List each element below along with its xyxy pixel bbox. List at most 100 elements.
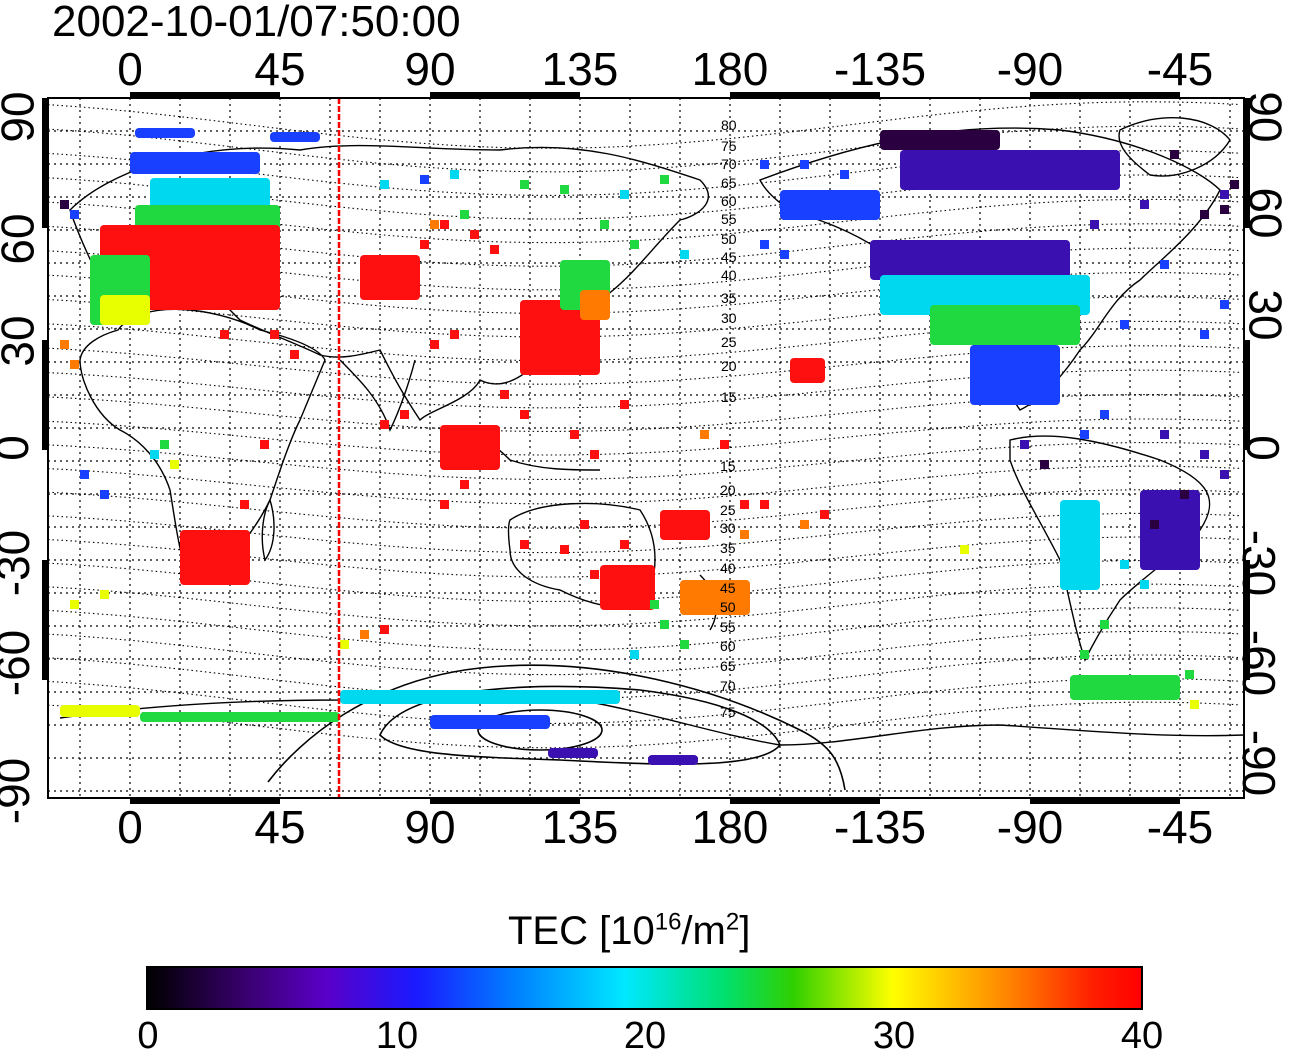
lon-label-top: -135 (833, 43, 927, 95)
magnetic-lat-label: 40 (720, 560, 736, 576)
tec-pixel (780, 250, 789, 259)
magnetic-lat-label: 70 (721, 156, 737, 172)
tec-region-new-zealand (680, 580, 750, 615)
tec-pixel (800, 520, 809, 529)
magnetic-latitude-line (48, 296, 1241, 338)
magnetic-latitude-line (48, 607, 1241, 651)
tec-pixel (800, 160, 809, 169)
tec-pixel (100, 490, 109, 499)
tec-pixel (460, 210, 469, 219)
magnetic-lat-label: 15 (721, 389, 737, 405)
tec-pixel (740, 530, 749, 539)
magnetic-contour-inner (477, 709, 603, 751)
tec-region-europe-west (100, 295, 150, 325)
magnetic-lat-label: 30 (721, 310, 737, 326)
magnetic-lat-label: 35 (721, 290, 737, 306)
tec-pixel (680, 250, 689, 259)
tec-pixel (170, 460, 179, 469)
tec-region-japan (580, 290, 610, 320)
tec-region-antarctica (430, 715, 550, 729)
tec-pixel (620, 190, 629, 199)
frame-tick-bar (42, 98, 48, 228)
tec-region-south-africa (180, 530, 250, 585)
frame-tick-bar (42, 560, 48, 680)
tec-pixel (450, 330, 459, 339)
tec-pixel (1190, 700, 1199, 709)
tec-pixel (960, 545, 969, 554)
tec-pixel (600, 220, 609, 229)
magnetic-lat-label: 25 (721, 334, 737, 350)
colorbar-tick: 0 (137, 1015, 159, 1057)
lon-label-bottom: -90 (996, 801, 1064, 853)
tec-pixel (660, 620, 669, 629)
tec-pixel (1140, 200, 1149, 209)
frame-tick-bar (1030, 798, 1180, 804)
tec-pixel (430, 340, 439, 349)
tec-region-borneo (440, 425, 500, 470)
magnetic-latitude-line (48, 418, 1241, 456)
colorbar-tick: 40 (1120, 1015, 1164, 1057)
tec-pixel (360, 630, 369, 639)
magnetic-latitude-line (48, 442, 1241, 480)
tec-pixel (470, 230, 479, 239)
tec-pixel (1100, 410, 1109, 419)
tec-pixel (620, 540, 629, 549)
coastline-south-america (1009, 435, 1211, 662)
tec-pixel (720, 440, 729, 449)
tec-pixel (490, 245, 499, 254)
magnetic-latitude-line (48, 369, 1241, 409)
magnetic-lat-label: 55 (721, 211, 737, 227)
tec-pixel (660, 175, 669, 184)
lon-label-top: 135 (541, 43, 619, 95)
magnetic-lat-label: 50 (720, 599, 736, 615)
magnetic-lat-label: 70 (720, 678, 736, 694)
magnetic-lat-label: 45 (721, 249, 737, 265)
tec-pixel (820, 510, 829, 519)
magnetic-lat-label: 75 (720, 704, 736, 720)
tec-pixel (80, 470, 89, 479)
tec-pixel (590, 570, 599, 579)
tec-pixel (1090, 220, 1099, 229)
coastlines (59, 116, 1244, 746)
map-timestamp: 2002-10-01/07:50:00 (52, 0, 461, 46)
tec-pixel (70, 210, 79, 219)
lon-label-top: -90 (996, 43, 1064, 95)
tec-pixel (1020, 440, 1029, 449)
lon-label-top: 90 (404, 43, 456, 95)
magnetic-lat-label: 40 (721, 267, 737, 283)
tec-region-arctic (135, 128, 195, 138)
magnetic-lat-label: 55 (720, 619, 736, 635)
tec-region-canada (900, 150, 1120, 190)
tec-pixel (1200, 450, 1209, 459)
magnetic-lat-label: 20 (721, 358, 737, 374)
lon-label-bottom: -45 (1146, 801, 1214, 853)
tec-map: 80 75 70 65 60 55 50 45 40 35 30 25 20 15 15 20 25 30 35 40… (42, 92, 1250, 804)
tec-pixel (400, 410, 409, 419)
tec-pixel (270, 330, 279, 339)
tec-pixel (240, 500, 249, 509)
lon-label-bottom: 45 (254, 801, 306, 853)
tec-pixel (520, 540, 529, 549)
frame-tick-bar (1244, 98, 1250, 228)
tec-pixel (1100, 620, 1109, 629)
tec-region-canada-south (870, 240, 1070, 280)
lon-label-top: 180 (691, 43, 769, 95)
tec-pixel (1080, 650, 1089, 659)
tec-pixel (620, 400, 629, 409)
tec-pixel (680, 640, 689, 649)
magnetic-latitude-line (48, 465, 1241, 505)
magnetic-lat-label: 65 (720, 658, 736, 674)
lon-label-top: -45 (1146, 43, 1214, 95)
colorbar-tick: 20 (623, 1015, 667, 1057)
tec-pixel (760, 160, 769, 169)
tec-region-australia (600, 565, 655, 610)
magnetic-lat-label: 30 (720, 520, 736, 536)
tec-pixel (460, 480, 469, 489)
magnetic-latitude-line (48, 345, 1241, 385)
tec-pixel (290, 350, 299, 359)
tec-pixel (650, 600, 659, 609)
tec-pixel (60, 340, 69, 349)
coastline-india (339, 359, 416, 432)
frame-tick-bar (730, 92, 880, 98)
tec-region-south-america-east (1140, 490, 1200, 570)
